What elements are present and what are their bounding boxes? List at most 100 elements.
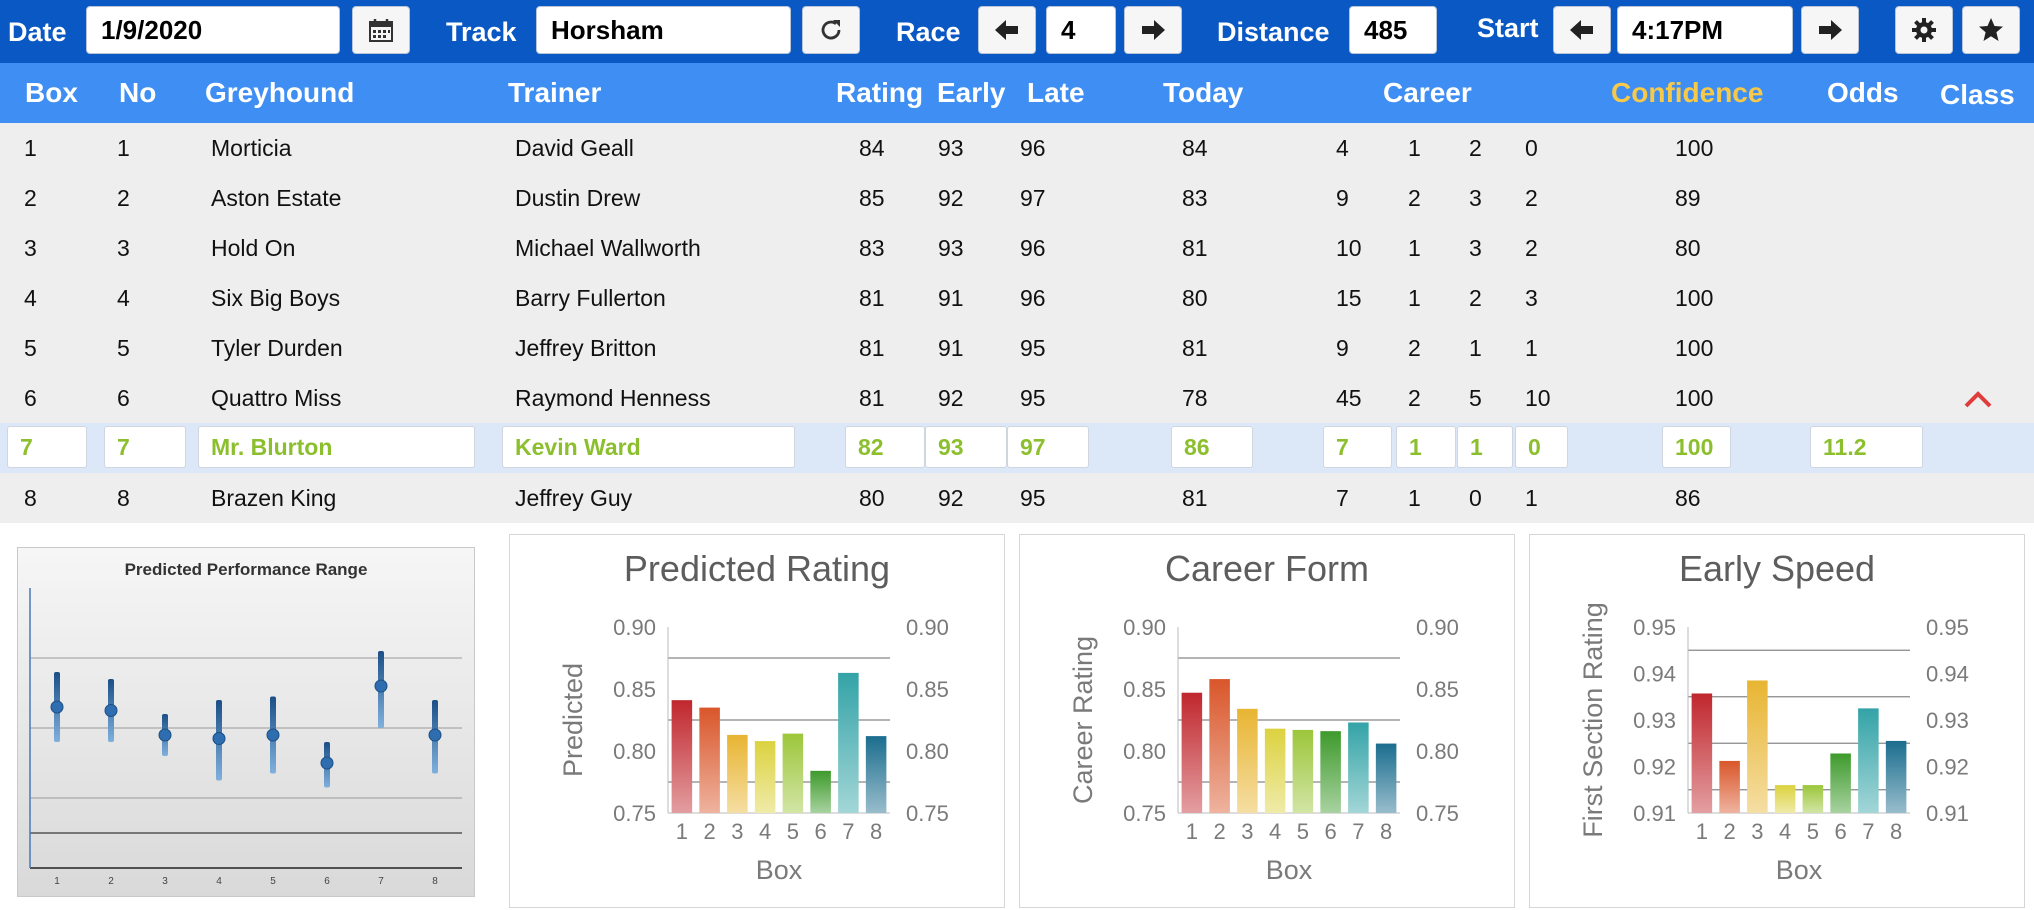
cell-c3-input[interactable]: 1: [1457, 426, 1513, 468]
bar: [1830, 753, 1851, 813]
y-tick-label: 0.80: [613, 739, 656, 764]
column-header-box[interactable]: Box: [25, 77, 78, 108]
table-row[interactable]: 1 1 Morticia David Geall 84 93 96 84 4 1 2 0 100: [0, 123, 2034, 173]
column-header-career[interactable]: Career: [1383, 77, 1472, 108]
y-tick-label: 0.93: [1633, 708, 1676, 733]
bar: [754, 741, 776, 813]
x-tick-label: 8: [1890, 819, 1902, 844]
start-prev-button[interactable]: [1553, 6, 1611, 54]
cell-box: 6: [24, 385, 37, 411]
refresh-button[interactable]: [802, 6, 860, 54]
calendar-button[interactable]: [352, 6, 410, 54]
cell-c4: 2: [1525, 185, 1538, 211]
start-time-field[interactable]: 4:17PM: [1617, 6, 1793, 54]
cell-c4: 10: [1525, 385, 1551, 411]
x-tick-label: 7: [378, 876, 384, 887]
column-header-trainer[interactable]: Trainer: [508, 77, 602, 108]
column-header-class[interactable]: Class: [1940, 79, 2015, 110]
distance-field[interactable]: 485: [1349, 6, 1437, 54]
cell-c4-input[interactable]: 0: [1515, 426, 1568, 468]
x-tick-label: 5: [787, 819, 799, 844]
table-row[interactable]: 4 4 Six Big Boys Barry Fullerton 81 91 96 80 15 1…: [0, 273, 2034, 323]
start-next-button[interactable]: [1801, 6, 1859, 54]
bar: [1802, 785, 1824, 813]
date-label: Date: [8, 17, 67, 47]
table-row[interactable]: 3 3 Hold On Michael Wallworth 83 93 96 81 10 1 3 2 8…: [0, 223, 2034, 273]
cell-early-input[interactable]: 93: [925, 426, 1007, 468]
y-tick-label: 0.85: [1123, 677, 1166, 702]
range-plot: 1 2 3 4 5 6 7 8: [29, 588, 462, 887]
cell-c1-input[interactable]: 7: [1323, 426, 1392, 468]
table-row[interactable]: 2 2 Aston Estate Dustin Drew 85 92 97 83 9 2 3 2 89: [0, 173, 2034, 223]
range-point: [212, 732, 226, 745]
arrow-right-icon: [1818, 19, 1842, 41]
column-header-today[interactable]: Today: [1163, 77, 1244, 108]
cell-late: 95: [1020, 335, 1046, 361]
range-point: [104, 704, 118, 717]
column-header-odds[interactable]: Odds: [1827, 77, 1899, 108]
track-field[interactable]: Horsham: [536, 6, 791, 54]
x-tick-label: 5: [270, 876, 276, 887]
predicted-rating-panel: Predicted Rating 0.90 0.90 0.85 0.85 0.80 0.8…: [509, 534, 1005, 908]
table-row[interactable]: 7 7 Mr. Blurton Kevin Ward 82 93 97 86 7 1 1 0 100 11…: [0, 423, 2034, 473]
cell-trainer: Jeffrey Britton: [515, 335, 657, 361]
table-row[interactable]: 8 8 Brazen King Jeffrey Guy 80 92 95 81 7 1 0 1 86: [0, 473, 2034, 523]
cell-c3: 5: [1469, 385, 1482, 411]
bar: [671, 700, 693, 813]
column-header-no[interactable]: No: [119, 77, 157, 108]
favorite-button[interactable]: [1962, 6, 2020, 54]
cell-odds-input[interactable]: 11.2: [1810, 426, 1923, 468]
race-next-button[interactable]: [1124, 6, 1182, 54]
race-prev-button[interactable]: [978, 6, 1036, 54]
y2-tick-label: 0.90: [1416, 615, 1459, 640]
x-tick-label: 4: [759, 819, 771, 844]
table-row[interactable]: 5 5 Tyler Durden Jeffrey Britton 81 91 95 81 9 2 1…: [0, 323, 2034, 373]
cell-late-input[interactable]: 97: [1007, 426, 1089, 468]
bar: [1885, 740, 1907, 813]
y-tick-label: 0.90: [613, 615, 656, 640]
cell-no-input[interactable]: 7: [104, 426, 186, 468]
cell-c1: 4: [1336, 135, 1349, 161]
cell-c4: 3: [1525, 285, 1538, 311]
bar: [838, 672, 859, 813]
settings-button[interactable]: [1895, 6, 1953, 54]
cell-trainer-input[interactable]: Kevin Ward: [502, 426, 795, 468]
cell-box-input[interactable]: 7: [7, 426, 87, 468]
chevron-up-icon[interactable]: [1962, 386, 1994, 412]
cell-c2: 2: [1408, 385, 1421, 411]
bar: [699, 707, 720, 813]
cell-c1: 9: [1336, 335, 1349, 361]
x-tick-label: 1: [676, 819, 688, 844]
x-tick-label: 4: [1779, 819, 1791, 844]
cell-greyhound-input[interactable]: Mr. Blurton: [198, 426, 475, 468]
date-field[interactable]: 1/9/2020: [86, 6, 340, 54]
bar: [782, 733, 804, 813]
y2-tick-label: 0.94: [1926, 662, 1969, 687]
cell-today-input[interactable]: 86: [1171, 426, 1253, 468]
cell-c3: 3: [1469, 235, 1482, 261]
y-tick-label: 0.80: [1123, 739, 1166, 764]
cell-early: 93: [938, 135, 964, 161]
x-tick-label: 7: [842, 819, 854, 844]
table-row[interactable]: 6 6 Quattro Miss Raymond Henness 81 92 95 78 45 2…: [0, 373, 2034, 423]
cell-early: 92: [938, 185, 964, 211]
cell-c2-input[interactable]: 1: [1396, 426, 1456, 468]
column-header-confidence[interactable]: Confidence: [1611, 77, 1764, 108]
race-field[interactable]: 4: [1046, 6, 1116, 54]
x-tick-label: 3: [731, 819, 743, 844]
x-tick-label: 8: [432, 876, 438, 887]
column-header-rating[interactable]: Rating: [836, 77, 924, 108]
cell-today: 83: [1182, 185, 1208, 211]
cell-c3: 0: [1469, 485, 1482, 511]
x-tick-label: 2: [1724, 819, 1736, 844]
cell-rating-input[interactable]: 82: [845, 426, 925, 468]
column-header-greyhound[interactable]: Greyhound: [205, 77, 355, 108]
cell-c1: 9: [1336, 185, 1349, 211]
y2-tick-label: 0.75: [906, 801, 949, 826]
cell-confidence-input[interactable]: 100: [1662, 426, 1731, 468]
column-header-early[interactable]: Early: [937, 77, 1006, 108]
cell-c2: 1: [1408, 285, 1421, 311]
cell-box: 1: [24, 135, 37, 161]
column-header-late[interactable]: Late: [1027, 77, 1085, 108]
cell-trainer: Raymond Henness: [515, 385, 711, 411]
